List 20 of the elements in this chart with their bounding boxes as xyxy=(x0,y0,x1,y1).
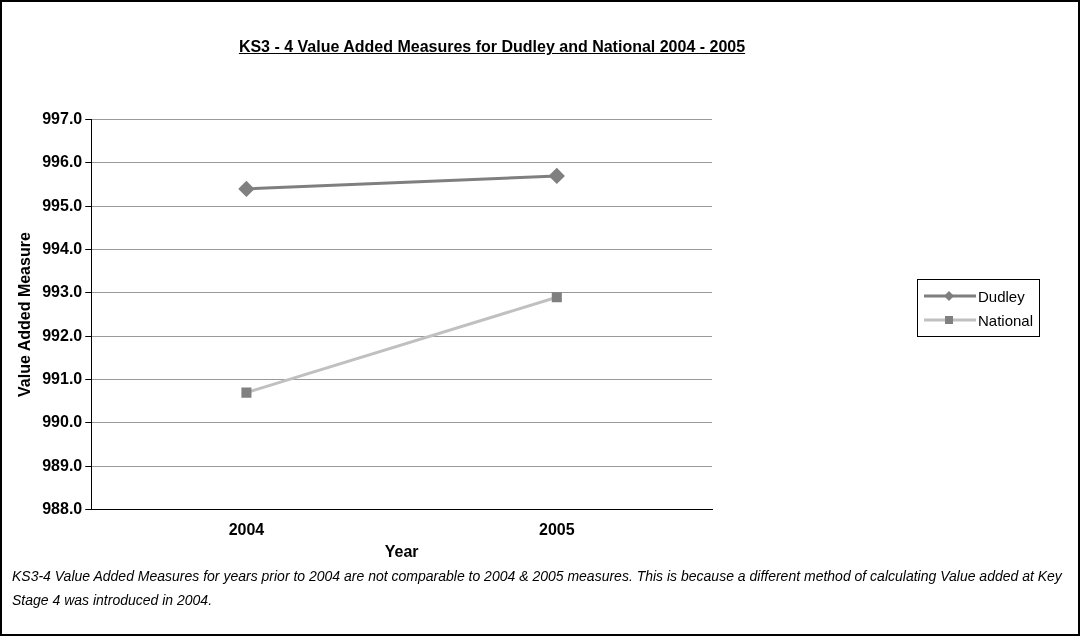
y-tick-label: 992.0 xyxy=(42,326,83,344)
y-tick-label: 994.0 xyxy=(42,240,83,258)
y-tick-label: 996.0 xyxy=(42,153,83,171)
legend-label: National xyxy=(978,311,1034,329)
y-tick-label: 988.0 xyxy=(42,500,83,518)
y-tick-label: 990.0 xyxy=(42,413,83,431)
y-tick-label: 989.0 xyxy=(42,456,83,474)
y-tick-label: 995.0 xyxy=(42,196,83,214)
y-tick-label: 997.0 xyxy=(42,110,83,128)
legend-label: Dudley xyxy=(978,287,1025,305)
point xyxy=(238,181,254,197)
y-tick-label: 993.0 xyxy=(42,283,83,301)
y-tick-label: 991.0 xyxy=(42,370,83,388)
y-axis-title: Value Added Measure xyxy=(16,232,34,397)
point xyxy=(549,168,565,184)
x-tick-label: 2004 xyxy=(228,520,265,538)
x-tick-label: 2005 xyxy=(539,520,575,538)
x-axis-title: Year xyxy=(384,542,419,560)
chart-title: KS3 - 4 Value Added Measures for Dudley and National 2004 - 2005 xyxy=(237,38,747,56)
text: KS3-4 Value Added Measures for years prior to 2004 are not comparable to 2004 & 2005 measures. This is because a different method of calculating Value added at Key Stage 4 was introduced in 2004. xyxy=(12,567,1064,610)
